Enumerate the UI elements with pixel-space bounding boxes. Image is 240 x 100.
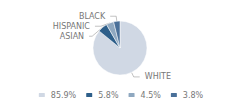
svg-text:4.5%: 4.5% xyxy=(141,91,162,100)
svg-text:WHITE: WHITE xyxy=(145,72,171,81)
svg-text:3.8%: 3.8% xyxy=(183,91,204,100)
svg-text:BLACK: BLACK xyxy=(79,12,106,21)
svg-text:ASIAN: ASIAN xyxy=(60,32,84,41)
svg-text:5.8%: 5.8% xyxy=(98,91,119,100)
svg-text:HISPANIC: HISPANIC xyxy=(53,22,91,31)
svg-text:85.9%: 85.9% xyxy=(51,91,77,100)
